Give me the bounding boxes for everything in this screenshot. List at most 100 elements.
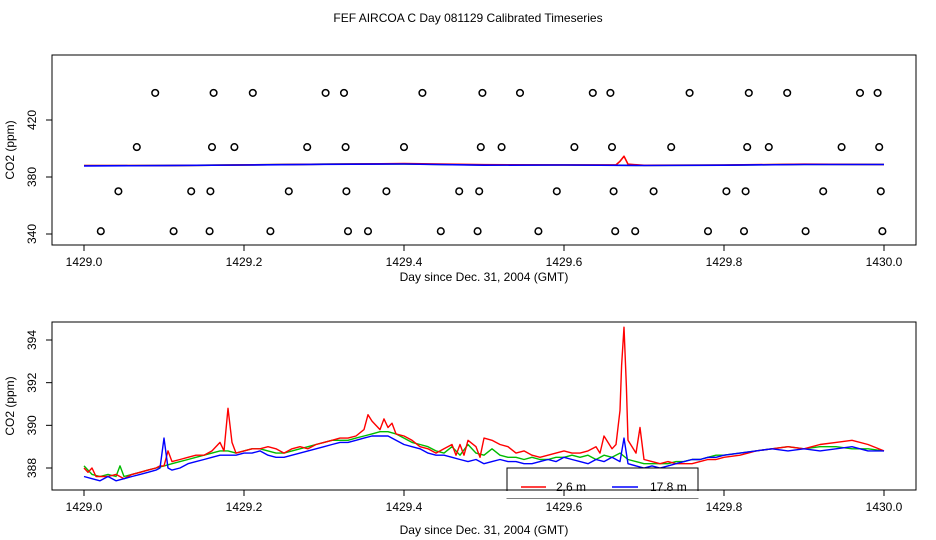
reference-point bbox=[875, 143, 884, 152]
reference-point bbox=[611, 227, 620, 236]
reference-point bbox=[209, 88, 218, 97]
bottom-y-tick-label: 388 bbox=[25, 458, 39, 478]
reference-point bbox=[169, 227, 178, 236]
reference-point bbox=[436, 227, 445, 236]
reference-point bbox=[96, 227, 105, 236]
reference-point bbox=[230, 143, 239, 152]
reference-point bbox=[873, 88, 882, 97]
top-panel: 1429.0 1429.2 1429.4 1429.6 1429.8 1430.0 340… bbox=[3, 54, 917, 284]
bottom-y-axis: 388 390 392 394 bbox=[25, 330, 53, 478]
reference-point bbox=[455, 187, 464, 196]
reference-point bbox=[609, 187, 618, 196]
bottom-y-tick-label: 390 bbox=[25, 415, 39, 435]
top-x-tick-label: 1429.6 bbox=[546, 255, 583, 269]
bottom-x-tick-label: 1429.0 bbox=[66, 500, 103, 514]
reference-point bbox=[855, 88, 865, 97]
reference-point bbox=[418, 88, 427, 97]
reference-point bbox=[476, 143, 485, 152]
bottom-x-tick-label: 1429.2 bbox=[226, 500, 263, 514]
reference-point bbox=[473, 227, 482, 236]
reference-point bbox=[475, 187, 484, 196]
top-x-tick-label: 1429.2 bbox=[226, 255, 263, 269]
reference-point bbox=[363, 227, 373, 236]
top-points-layer bbox=[96, 88, 887, 236]
top-y-tick-label: 420 bbox=[25, 110, 39, 130]
reference-point bbox=[114, 187, 123, 196]
reference-point bbox=[478, 88, 487, 97]
reference-point bbox=[382, 187, 391, 196]
reference-point bbox=[837, 143, 846, 152]
reference-point bbox=[741, 187, 750, 196]
reference-point bbox=[205, 227, 214, 236]
reference-point bbox=[266, 227, 275, 236]
bottom-clip-cover bbox=[52, 491, 916, 498]
reference-point bbox=[343, 227, 353, 236]
top-series-layer bbox=[83, 155, 885, 167]
reference-point bbox=[534, 227, 543, 236]
reference-point bbox=[341, 143, 350, 152]
top-x-tick-label: 1430.0 bbox=[866, 255, 903, 269]
top-x-tick-label: 1429.0 bbox=[66, 255, 103, 269]
bottom-x-tick-label: 1429.8 bbox=[706, 500, 743, 514]
reference-point bbox=[206, 187, 215, 196]
page-title: FEF AIRCOA C Day 081129 Calibrated Times… bbox=[333, 11, 602, 25]
reference-point bbox=[878, 227, 887, 236]
reference-point bbox=[284, 187, 293, 196]
reference-point bbox=[515, 88, 525, 97]
reference-point bbox=[819, 187, 828, 196]
reference-point bbox=[339, 88, 349, 97]
reference-point bbox=[876, 187, 885, 196]
bottom-panel: 2.6 m 17.8 m 1429.0 1429.2 1429.4 1429.6 142… bbox=[3, 321, 917, 537]
bottom-y-tick-label: 392 bbox=[25, 372, 39, 392]
reference-point bbox=[497, 143, 506, 152]
reference-point bbox=[667, 143, 676, 152]
reference-point bbox=[570, 143, 579, 152]
bottom-x-tick-label: 1430.0 bbox=[866, 500, 903, 514]
reference-point bbox=[588, 88, 597, 97]
bottom-x-axis: 1429.0 1429.2 1429.4 1429.6 1429.8 1430.0 bbox=[66, 489, 903, 514]
reference-point bbox=[743, 143, 752, 152]
bottom-y-tick-label: 394 bbox=[25, 330, 39, 350]
reference-point bbox=[187, 187, 196, 196]
reference-point bbox=[607, 143, 617, 152]
reference-point bbox=[744, 88, 753, 97]
reference-point bbox=[703, 227, 713, 236]
top-x-axis-label: Day since Dec. 31, 2004 (GMT) bbox=[400, 270, 569, 284]
reference-point bbox=[248, 88, 257, 97]
bottom-series-line-17-8-m bbox=[83, 435, 884, 482]
reference-point bbox=[739, 227, 749, 236]
top-y-tick-label: 340 bbox=[25, 224, 39, 244]
bottom-y-axis-label: CO2 (ppm) bbox=[3, 376, 17, 435]
bottom-series-line-2-6-m bbox=[83, 326, 885, 480]
bottom-x-axis-label: Day since Dec. 31, 2004 (GMT) bbox=[400, 523, 569, 537]
reference-point bbox=[783, 88, 792, 97]
top-series-line-17-8-m bbox=[83, 163, 884, 167]
reference-point bbox=[207, 143, 217, 152]
bottom-plot-frame bbox=[51, 321, 917, 491]
bottom-x-tick-label: 1429.6 bbox=[546, 500, 583, 514]
bottom-series-layer bbox=[83, 326, 885, 482]
reference-point bbox=[764, 143, 773, 152]
top-plot-frame bbox=[51, 54, 917, 246]
reference-point bbox=[801, 227, 810, 236]
bottom-x-tick-label: 1429.4 bbox=[386, 500, 423, 514]
top-x-axis: 1429.0 1429.2 1429.4 1429.6 1429.8 1430.0 bbox=[66, 244, 903, 269]
reference-point bbox=[606, 88, 615, 97]
reference-point bbox=[321, 88, 330, 97]
reference-point bbox=[649, 187, 658, 196]
top-y-tick-label: 380 bbox=[25, 167, 39, 187]
reference-point bbox=[685, 88, 694, 97]
top-x-tick-label: 1429.4 bbox=[386, 255, 423, 269]
reference-point bbox=[399, 143, 409, 152]
reference-point bbox=[151, 88, 160, 97]
reference-point bbox=[132, 143, 141, 152]
top-y-axis: 340 380 420 bbox=[25, 110, 53, 244]
reference-point bbox=[722, 187, 731, 196]
reference-point bbox=[631, 227, 640, 236]
reference-point bbox=[342, 187, 351, 196]
top-x-tick-label: 1429.8 bbox=[706, 255, 743, 269]
top-y-axis-label: CO2 (ppm) bbox=[3, 120, 17, 179]
reference-point bbox=[303, 143, 312, 152]
reference-point bbox=[552, 187, 561, 196]
